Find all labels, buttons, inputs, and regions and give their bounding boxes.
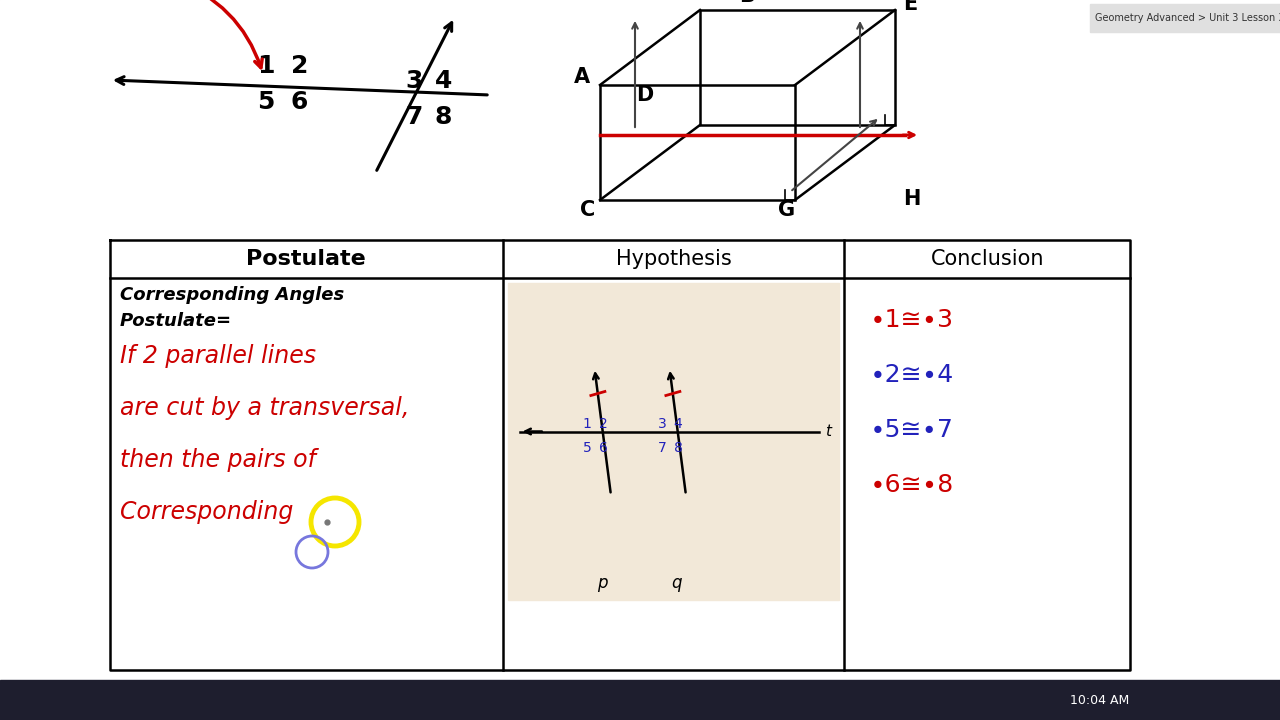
Text: Conclusion: Conclusion [931,249,1044,269]
Text: q: q [672,574,682,592]
Text: p: p [596,574,607,592]
Text: Corresponding Angles: Corresponding Angles [120,286,344,304]
Text: D: D [636,85,654,105]
Text: 5: 5 [582,441,591,454]
Bar [508,283,840,600]
Text: 4: 4 [673,418,682,431]
Text: 2: 2 [599,418,608,431]
Text: 4: 4 [435,69,452,93]
Text: t: t [826,424,832,439]
Text: ∙6≅∙8: ∙6≅∙8 [869,473,954,497]
Text: 8: 8 [435,105,452,129]
Text: Postulate: Postulate [247,249,366,269]
Text: Corresponding: Corresponding [120,500,293,524]
Text: are cut by a transversal,: are cut by a transversal, [120,396,410,420]
Text: B: B [739,0,755,6]
Text: H: H [902,189,920,209]
Text: E: E [902,0,918,14]
Text: 6: 6 [291,90,308,114]
Text: 7: 7 [658,441,667,454]
Bar [1091,4,1280,32]
Text: C: C [580,200,595,220]
Text: A: A [573,67,590,87]
Text: 10:04 AM: 10:04 AM [1070,693,1130,706]
Text: Hypothesis: Hypothesis [616,249,731,269]
Text: 3: 3 [404,69,422,93]
Bar [0,680,1280,720]
Text: Geometry Advanced > Unit 3 Lesson 3-2: Geometry Advanced > Unit 3 Lesson 3-2 [1094,13,1280,23]
Text: 1: 1 [257,54,274,78]
Text: G: G [778,200,796,220]
Text: 1: 1 [582,418,591,431]
Text: 5: 5 [257,90,274,114]
Text: 2: 2 [291,54,308,78]
Text: 8: 8 [673,441,682,454]
Text: 6: 6 [599,441,608,454]
Text: then the pairs of: then the pairs of [120,448,316,472]
Text: Postulate=: Postulate= [120,312,232,330]
Text: ∙1≅∙3: ∙1≅∙3 [869,308,954,332]
Text: 7: 7 [404,105,422,129]
Text: ∙2≅∙4: ∙2≅∙4 [869,363,954,387]
Text: ∙5≅∙7: ∙5≅∙7 [869,418,954,442]
Text: 3: 3 [658,418,667,431]
Text: If 2 parallel lines: If 2 parallel lines [120,344,316,368]
